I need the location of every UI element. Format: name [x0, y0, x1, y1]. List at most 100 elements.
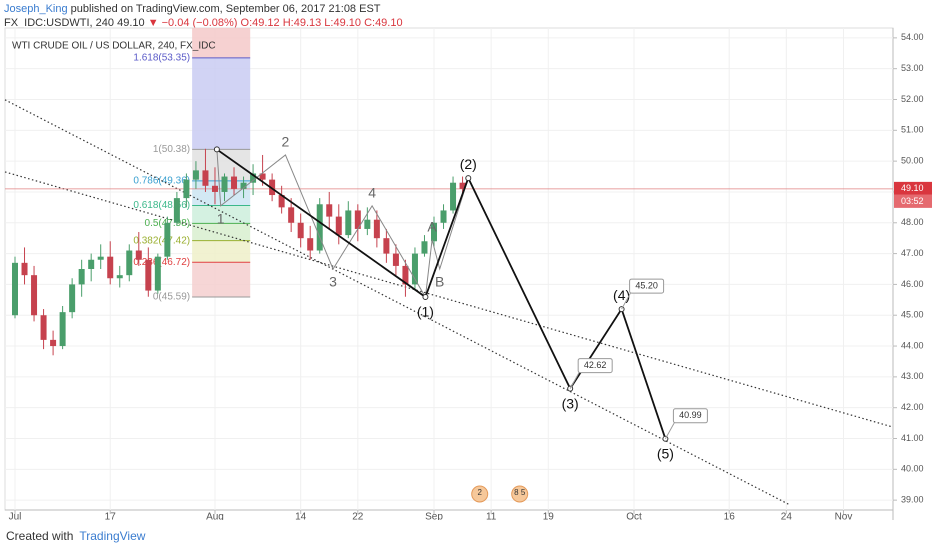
subwave-label: 1: [217, 211, 225, 227]
callout-leader: [569, 370, 581, 389]
header-line-1: Joseph_King published on TradingView.com…: [4, 2, 403, 16]
y-tick-label: 53.00: [901, 63, 924, 73]
y-tick-label: 40.00: [901, 464, 924, 474]
author[interactable]: Joseph_King: [4, 3, 68, 15]
candle-body: [345, 210, 352, 236]
y-tick-label: 42.00: [901, 402, 924, 412]
last-price-label: 49.10: [901, 183, 924, 193]
candle-body: [297, 222, 304, 239]
last-price-box: [894, 181, 932, 195]
x-tick-label: 19: [543, 512, 555, 520]
subwave-label: 4: [368, 185, 376, 201]
subwave-label: B: [435, 274, 444, 290]
candle-body: [78, 269, 85, 285]
countdown-box: [894, 194, 932, 208]
chart: 39.00 40.00 41.00 42.00 43.00 44.00 45.00 46.00…: [4, 27, 932, 520]
countdown-label: 03:52: [901, 196, 924, 206]
x-tick-label: Aug: [206, 512, 224, 520]
trendline: [4, 99, 791, 506]
candle-body: [307, 238, 314, 251]
event-label: 2: [477, 488, 482, 497]
subwave-label: 3: [329, 274, 337, 290]
candle-body: [31, 275, 38, 316]
candle-body: [316, 204, 323, 251]
x-tick-label: 24: [781, 512, 793, 520]
candle-body: [231, 176, 238, 189]
candle-body: [50, 339, 57, 347]
candle-body: [11, 262, 18, 316]
x-tick-label: Oct: [626, 512, 642, 520]
candle-body: [402, 265, 409, 285]
change: ▼ −0.04 (−0.08%): [147, 17, 238, 29]
candle-body: [183, 179, 190, 199]
published: published on TradingView.com, September …: [70, 3, 381, 15]
candle-body: [431, 222, 438, 242]
y-tick-label: 54.00: [901, 32, 924, 42]
callout-label: 45.20: [635, 280, 658, 290]
created-with: Created with: [6, 529, 74, 543]
plot-frame: [4, 27, 894, 511]
candle-body: [40, 315, 47, 340]
event-icon: [471, 485, 489, 503]
wave-point: [422, 294, 429, 301]
event-icon: [511, 485, 529, 503]
candle-body: [250, 173, 257, 183]
x-tick-label: Jul: [9, 512, 22, 520]
y-tick-label: 47.00: [901, 248, 924, 258]
header: Joseph_King published on TradingView.com…: [4, 2, 403, 30]
fib-label: 0.382(47.42): [133, 235, 190, 246]
x-tick-label: 22: [352, 512, 364, 520]
candle-body: [392, 253, 399, 266]
candle-body: [135, 250, 142, 260]
fib-band: [192, 240, 251, 263]
callout-label: 42.62: [584, 360, 607, 370]
fib-band: [192, 57, 251, 150]
subwave-label: A: [427, 218, 437, 234]
x-tick-label: 14: [295, 512, 307, 520]
fib-label: 0.236(46.72): [133, 257, 190, 268]
candle-body: [269, 179, 276, 196]
candle-body: [202, 170, 209, 186]
subwave-label: 2: [282, 134, 290, 150]
wave-line: [216, 148, 667, 440]
x-tick-label: 16: [724, 512, 736, 520]
brand[interactable]: TradingView: [79, 529, 146, 543]
wave-label: (2): [460, 156, 477, 172]
candle-body: [59, 312, 66, 347]
y-tick-label: 50.00: [901, 156, 924, 166]
candle-body: [440, 210, 447, 223]
y-tick-label: 44.00: [901, 340, 924, 350]
y-tick-label: 48.00: [901, 217, 924, 227]
candle-body: [211, 185, 218, 192]
wave-label: (3): [562, 395, 579, 411]
candle-body: [335, 216, 342, 236]
candle-body: [88, 259, 95, 269]
ohlc: O:49.12 H:49.13 L:49.10 C:49.10: [240, 17, 403, 29]
candle-body: [364, 219, 371, 229]
candle-body: [421, 241, 428, 254]
chart-title: WTI CRUDE OIL / US DOLLAR, 240, FX_IDC: [12, 41, 216, 52]
candle-body: [383, 238, 390, 254]
candle-body: [240, 182, 247, 189]
y-tick-label: 51.00: [901, 125, 924, 135]
candle-body: [354, 210, 361, 229]
wave-label: (5): [657, 446, 674, 462]
fib-label: 0(45.59): [153, 292, 190, 303]
callout-label: 40.99: [679, 410, 702, 420]
x-tick-label: 11: [486, 512, 497, 520]
candle-body: [278, 195, 285, 208]
wave-point: [465, 175, 472, 182]
fib-band: [192, 149, 251, 181]
candle-body: [192, 170, 199, 180]
candle-body: [154, 256, 161, 291]
candle-body: [145, 259, 152, 291]
candle-body: [116, 275, 123, 279]
candle-body: [21, 262, 28, 276]
callout-leader: [664, 420, 676, 440]
y-tick-label: 52.00: [901, 94, 924, 104]
y-tick-label: 43.00: [901, 371, 924, 381]
x-tick-label: Sep: [425, 512, 443, 520]
x-tick-label: 17: [105, 512, 117, 520]
callout-leader: [621, 290, 633, 310]
